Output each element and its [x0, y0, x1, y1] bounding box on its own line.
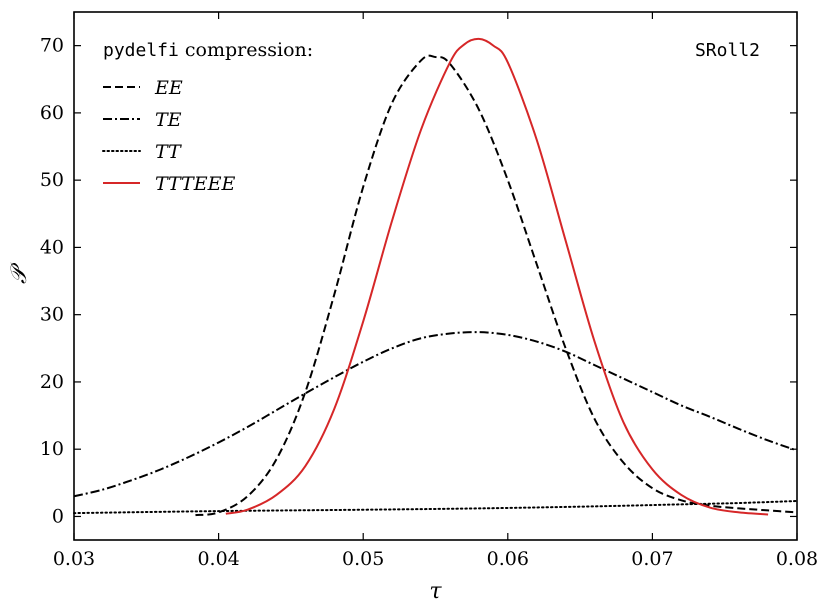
series-line-ee [195, 54, 798, 517]
legend-title-rest: compression: [179, 39, 313, 61]
legend-label-ee: EE [154, 77, 183, 99]
x-tick-label: 0.06 [487, 548, 529, 570]
y-tick-label: 0 [52, 505, 64, 527]
x-tick-label: 0.08 [776, 548, 818, 570]
y-axis-label: 𝒫 [7, 262, 32, 284]
legend-entries: EE TE TT TTTEEE [102, 77, 235, 195]
x-tick-label: 0.03 [53, 548, 95, 570]
legend-label-te: TE [155, 109, 182, 131]
x-axis-label: τ [429, 579, 442, 604]
series-line-ttteee [225, 37, 769, 516]
x-axis-ticks: 0.03 0.04 0.05 0.06 0.07 0.08 [53, 12, 818, 570]
x-tick-label: 0.05 [342, 548, 384, 570]
y-tick-label: 20 [40, 371, 64, 393]
y-tick-label: 40 [40, 236, 64, 258]
x-tick-label: 0.04 [197, 548, 239, 570]
y-axis-ticks: 0 10 20 30 40 50 60 70 [40, 35, 797, 527]
annotation-label: SRoll2 [695, 40, 760, 61]
y-tick-label: 60 [40, 102, 64, 124]
y-tick-label: 50 [40, 169, 64, 191]
legend-title: pydelfi compression: [103, 39, 313, 61]
plot-frame [73, 11, 798, 541]
y-tick-label: 30 [40, 304, 64, 326]
y-tick-label: 10 [40, 438, 64, 460]
series-lines [73, 37, 798, 517]
series-line-tt [73, 499, 798, 515]
legend-label-ttteee: TTTEEE [155, 173, 235, 195]
y-tick-label: 70 [40, 35, 64, 57]
legend: pydelfi compression: EE TE TT TTTEEE [102, 39, 313, 195]
series-line-te [73, 331, 798, 498]
legend-label-tt: TT [155, 141, 182, 163]
x-tick-label: 0.07 [631, 548, 673, 570]
legend-title-mono: pydelfi [103, 40, 179, 61]
